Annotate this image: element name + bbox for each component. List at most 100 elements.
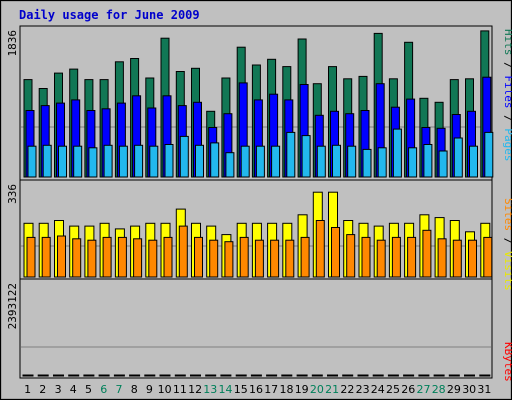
day-label: 7 bbox=[116, 383, 123, 396]
day-label: 9 bbox=[146, 383, 153, 396]
legend-separator: / bbox=[502, 231, 512, 251]
day-label: 28 bbox=[432, 383, 446, 396]
pages-bar bbox=[332, 144, 341, 178]
kbytes-bar bbox=[342, 374, 354, 377]
pages-bar bbox=[316, 145, 326, 178]
panel-3-bars bbox=[22, 374, 491, 377]
sites-bar bbox=[483, 236, 493, 278]
sites-bar bbox=[26, 236, 36, 278]
pages-bar bbox=[225, 152, 235, 178]
sites-bar bbox=[87, 239, 97, 278]
kbytes-bar bbox=[205, 374, 217, 377]
sites-bar bbox=[133, 238, 143, 278]
day-label: 23 bbox=[356, 383, 370, 396]
day-label: 1 bbox=[24, 383, 31, 396]
pages-bar bbox=[73, 145, 83, 178]
sites-bar bbox=[72, 238, 82, 278]
kbytes-bar bbox=[311, 374, 323, 377]
legend-kbytes: KBytes bbox=[502, 342, 512, 382]
kbytes-bar bbox=[190, 374, 201, 377]
pages-bar bbox=[484, 131, 494, 178]
pages-bar bbox=[271, 145, 281, 178]
pages-bar bbox=[27, 145, 37, 178]
panel-1-bars bbox=[23, 30, 494, 178]
day-label: 10 bbox=[158, 383, 172, 396]
panel-frame-3 bbox=[19, 278, 493, 379]
x-axis-day-labels: 1 2 3 4 5 6 7 8 9 10 11 12 13 14 15 16 17 18 19 20 21 22 23 24 2… bbox=[24, 383, 491, 396]
kbytes-bar bbox=[448, 374, 460, 377]
panel-2-bars bbox=[23, 191, 493, 278]
kbytes-bar bbox=[464, 374, 475, 377]
day-label: 30 bbox=[462, 383, 476, 396]
day-label: 22 bbox=[340, 383, 354, 396]
day-label: 3 bbox=[55, 383, 62, 396]
pages-bar bbox=[392, 128, 402, 178]
pages-bar bbox=[423, 144, 433, 178]
kbytes-bar bbox=[129, 374, 141, 377]
day-label: 16 bbox=[249, 383, 263, 396]
kbytes-bar bbox=[433, 374, 445, 377]
sites-bar bbox=[376, 239, 386, 278]
kbytes-bar bbox=[357, 374, 369, 377]
day-label: 6 bbox=[100, 383, 107, 396]
kbytes-bar bbox=[479, 374, 491, 377]
sites-bar bbox=[285, 239, 295, 278]
sites-bar bbox=[437, 238, 447, 278]
sites-bar bbox=[468, 239, 477, 278]
legend-files: Files bbox=[502, 75, 512, 108]
day-label: 8 bbox=[131, 383, 138, 396]
kbytes-bar bbox=[220, 374, 232, 377]
sites-bar bbox=[209, 239, 219, 278]
sites-bar bbox=[41, 236, 51, 278]
legend-visits: Visits bbox=[502, 251, 512, 291]
kbytes-bar bbox=[250, 374, 262, 377]
kbytes-bar bbox=[418, 374, 430, 377]
sites-bar bbox=[178, 225, 188, 278]
kbytes-bar bbox=[327, 374, 338, 377]
pages-bar bbox=[164, 144, 174, 178]
kbytes-bar bbox=[22, 374, 34, 377]
pages-bar bbox=[377, 147, 387, 178]
kbytes-bar bbox=[403, 374, 415, 377]
sites-bar bbox=[148, 239, 158, 278]
day-label: 21 bbox=[325, 383, 339, 396]
day-label: 31 bbox=[477, 383, 491, 396]
sites-bar bbox=[346, 234, 356, 278]
kbytes-bar bbox=[159, 374, 171, 377]
sites-bar bbox=[331, 227, 340, 278]
pages-bar bbox=[103, 144, 113, 178]
day-label: 17 bbox=[264, 383, 278, 396]
kbytes-bar bbox=[68, 374, 80, 377]
panel-visits-sites: 336 Sites / Visits bbox=[6, 179, 512, 291]
day-label: 2 bbox=[39, 383, 46, 396]
kbytes-bar bbox=[372, 374, 384, 377]
kbytes-bar bbox=[113, 374, 125, 377]
panel-2-legend: Sites / Visits bbox=[502, 198, 512, 291]
day-label: 12 bbox=[188, 383, 202, 396]
panel-kbytes: 2393122 KBytes bbox=[6, 278, 512, 382]
sites-bar bbox=[117, 236, 127, 278]
sites-bar bbox=[194, 236, 203, 278]
pages-bar bbox=[469, 145, 478, 178]
pages-bar bbox=[210, 142, 220, 178]
legend-pages: Pages bbox=[502, 128, 512, 161]
chart-title: Daily usage for June 2009 bbox=[19, 8, 200, 22]
pages-bar bbox=[286, 131, 296, 178]
pages-bar bbox=[58, 145, 67, 178]
kbytes-bar bbox=[174, 374, 186, 377]
day-label: 19 bbox=[295, 383, 309, 396]
kbytes-bar bbox=[387, 374, 399, 377]
pages-bar bbox=[149, 145, 159, 178]
kbytes-bar bbox=[235, 374, 247, 377]
kbytes-bar bbox=[53, 374, 64, 377]
pages-bar bbox=[362, 148, 372, 178]
kbytes-bar bbox=[281, 374, 293, 377]
sites-bar bbox=[163, 236, 173, 278]
sites-bar bbox=[224, 241, 234, 278]
sites-bar bbox=[300, 236, 310, 278]
day-label: 25 bbox=[386, 383, 400, 396]
legend-sites: Sites bbox=[502, 198, 512, 231]
day-label: 18 bbox=[280, 383, 294, 396]
panel-hits-files-pages: 1836 Hits / Files / Pages bbox=[6, 25, 512, 181]
sites-bar bbox=[407, 236, 417, 278]
